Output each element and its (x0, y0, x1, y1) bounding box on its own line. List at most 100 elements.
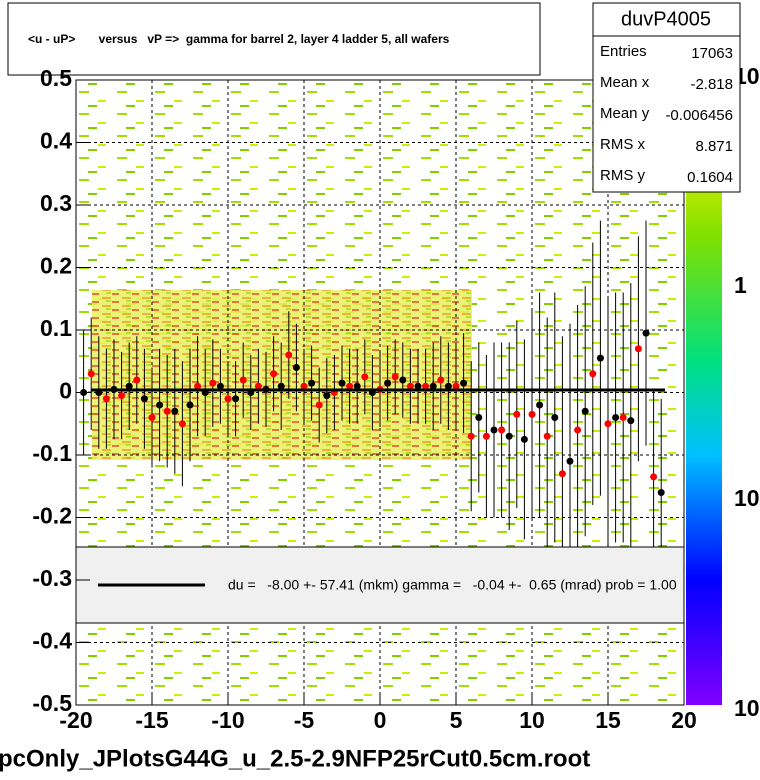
point (452, 382, 460, 390)
y-tick-label: -0.3 (32, 565, 72, 591)
y-tick-label: 0.5 (40, 65, 72, 91)
point (604, 420, 612, 428)
stats-value: -0.006456 (665, 107, 733, 124)
y-tick-label: -0.2 (32, 503, 72, 529)
point (467, 432, 475, 440)
point (422, 382, 430, 390)
point (414, 382, 422, 390)
point (239, 376, 247, 384)
point (543, 432, 551, 440)
point (315, 401, 323, 409)
stats-label: Entries (600, 43, 647, 60)
stats-label: RMS x (600, 136, 646, 153)
y-tick-label: 0.4 (40, 128, 72, 154)
point (513, 410, 521, 418)
stats-value: 8.871 (695, 138, 733, 155)
point (444, 382, 452, 390)
point (178, 420, 186, 428)
point (338, 379, 346, 387)
point (520, 435, 528, 443)
point (254, 382, 262, 390)
point (399, 376, 407, 384)
point (300, 382, 308, 390)
stats-value: 17063 (691, 45, 733, 62)
point (596, 354, 604, 362)
point (353, 382, 361, 390)
stats-label: Mean y (600, 105, 650, 122)
point (498, 426, 506, 434)
point (232, 395, 240, 403)
point (361, 373, 369, 381)
x-tick-label: 0 (374, 707, 387, 733)
point (612, 414, 620, 421)
x-tick-label: -20 (59, 707, 92, 733)
footer: pcOnly_JPlotsG44G_u_2.5-2.9NFP25rCut0.5c… (0, 745, 590, 772)
point (285, 351, 293, 359)
chart-title: <u - uP> versus vP => gamma for barrel 2… (28, 32, 450, 46)
point (589, 370, 597, 378)
density-core (92, 290, 472, 460)
palette-label: 10 (734, 695, 760, 721)
y-tick-label: -0.1 (32, 440, 72, 466)
point (384, 379, 392, 387)
point (156, 401, 164, 409)
legend-text: du = -8.00 +- 57.41 (mkm) gamma = -0.04 … (228, 577, 677, 593)
point (292, 364, 300, 371)
point (171, 407, 179, 415)
x-tick-label: -15 (135, 707, 168, 733)
x-tick-label: 5 (450, 707, 463, 733)
point (437, 376, 445, 384)
point (490, 426, 498, 434)
palette-label: 10 (734, 485, 760, 511)
point (657, 489, 665, 496)
point (209, 379, 217, 387)
point (566, 457, 574, 465)
title-box (7, 2, 541, 76)
point (102, 395, 110, 403)
point (270, 370, 278, 378)
point (216, 382, 224, 390)
x-tick-label: 15 (595, 707, 621, 733)
point (642, 329, 650, 337)
point (460, 379, 468, 387)
point (581, 407, 589, 415)
stats-title: duvP4005 (621, 8, 711, 30)
point (308, 379, 316, 387)
point (87, 370, 95, 378)
point (194, 382, 202, 390)
stats-box (592, 2, 741, 193)
y-tick-label: 0 (59, 378, 72, 404)
point (482, 432, 490, 440)
y-tick-label: 0.3 (40, 190, 72, 216)
point (224, 395, 232, 403)
point (505, 432, 513, 440)
y-tick-label: -0.4 (32, 628, 72, 654)
point (118, 392, 126, 400)
point (627, 417, 635, 425)
point (429, 382, 437, 390)
x-tick-label: -5 (294, 707, 315, 733)
point (346, 382, 354, 390)
point (323, 392, 331, 400)
point (391, 373, 399, 381)
y-tick-label: 0.2 (40, 253, 72, 279)
point (133, 376, 141, 384)
stats-label: RMS y (600, 167, 646, 184)
point (574, 426, 582, 434)
x-tick-label: -10 (211, 707, 244, 733)
y-tick-label: -0.5 (32, 690, 72, 716)
point (536, 401, 544, 409)
y-tick-label: 0.1 (40, 315, 72, 341)
point (650, 473, 658, 481)
stats-label: Mean x (600, 74, 650, 91)
point (619, 414, 627, 421)
point (558, 470, 566, 478)
point (406, 382, 414, 390)
point (125, 382, 133, 390)
stats-value: 0.1604 (687, 169, 733, 186)
point (163, 407, 171, 415)
point (475, 414, 483, 421)
palette-label: 1 (734, 272, 747, 298)
point (277, 382, 285, 390)
point (551, 414, 559, 421)
